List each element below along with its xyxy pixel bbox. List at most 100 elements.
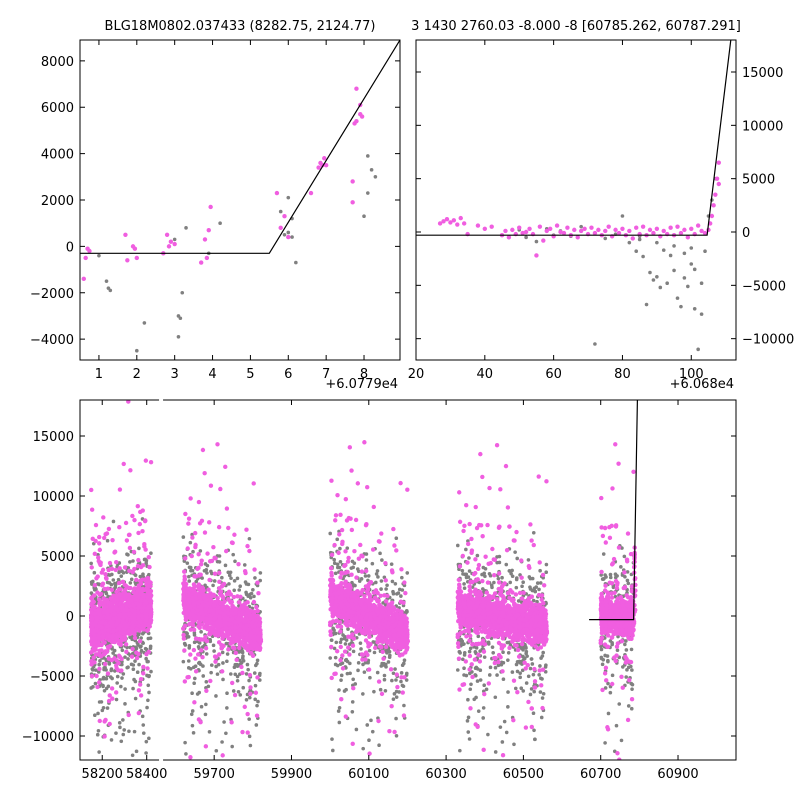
data-point — [97, 592, 103, 597]
x-tick-label: 100 — [679, 367, 704, 382]
data-point — [119, 668, 124, 673]
data-point — [244, 672, 249, 676]
data-point — [106, 286, 111, 290]
data-point — [172, 241, 177, 247]
data-point — [96, 639, 101, 645]
data-point — [699, 312, 704, 316]
data-point — [393, 667, 397, 671]
data-point — [253, 683, 258, 688]
data-point — [117, 654, 123, 660]
data-point — [630, 236, 635, 241]
data-point — [364, 558, 369, 562]
data-point — [147, 624, 152, 629]
data-point — [579, 224, 583, 229]
data-point — [689, 226, 694, 231]
data-point — [186, 659, 191, 663]
data-point — [127, 729, 131, 734]
data-point — [658, 285, 663, 290]
data-point — [647, 227, 653, 233]
data-point — [526, 674, 531, 679]
data-point — [132, 517, 137, 523]
data-point — [92, 570, 97, 575]
data-point — [561, 230, 567, 236]
data-point — [507, 569, 512, 573]
data-point — [490, 645, 495, 649]
x-tick-label: 8 — [360, 367, 368, 382]
data-point — [186, 635, 191, 639]
data-point — [624, 639, 628, 643]
data-point — [204, 680, 209, 684]
data-point — [530, 662, 535, 666]
data-point — [96, 651, 102, 656]
data-point — [519, 686, 524, 690]
data-point — [121, 672, 126, 676]
plot-area — [80, 40, 400, 353]
data-point — [497, 560, 502, 565]
data-point — [136, 710, 142, 716]
data-point — [329, 638, 334, 642]
data-point — [114, 593, 119, 598]
data-point — [105, 538, 110, 543]
data-point — [538, 664, 542, 668]
data-point — [214, 694, 218, 698]
data-point — [121, 461, 126, 467]
data-point — [506, 235, 512, 240]
data-point — [102, 535, 107, 541]
data-point — [376, 575, 380, 579]
data-point — [141, 572, 145, 576]
data-point — [195, 692, 200, 696]
data-point — [544, 228, 549, 234]
data-point — [487, 673, 492, 677]
data-point — [146, 604, 152, 609]
data-point — [678, 230, 684, 236]
data-point — [582, 226, 587, 231]
data-point — [672, 268, 676, 273]
data-point — [617, 702, 622, 706]
data-point — [345, 546, 350, 550]
data-point — [533, 737, 537, 742]
data-point — [212, 649, 216, 653]
data-point — [458, 215, 463, 221]
data-point — [482, 683, 487, 688]
data-point — [258, 578, 263, 583]
data-point — [215, 559, 220, 564]
x-offset-label: +6.068e4 — [670, 377, 734, 392]
data-point — [123, 687, 127, 691]
data-point — [539, 676, 543, 681]
data-point — [400, 575, 404, 580]
data-point — [367, 648, 372, 653]
data-point — [145, 673, 149, 678]
data-point — [354, 727, 359, 732]
data-point — [606, 659, 610, 664]
y-tick-label: −4000 — [30, 333, 74, 348]
data-point — [178, 316, 183, 321]
data-point — [116, 618, 122, 623]
data-point — [394, 536, 399, 541]
data-point — [278, 225, 283, 231]
data-point — [481, 716, 486, 720]
data-point — [328, 656, 333, 660]
data-point — [136, 688, 142, 693]
data-point — [97, 601, 102, 606]
data-point — [363, 660, 368, 665]
data-point — [696, 347, 700, 352]
x-offset-label: +6.0779e4 — [325, 377, 398, 392]
data-point — [380, 661, 384, 666]
data-point — [91, 646, 96, 652]
data-point — [368, 675, 372, 680]
data-point — [222, 720, 226, 724]
data-point — [134, 577, 139, 583]
data-point — [137, 521, 143, 527]
data-point — [135, 601, 141, 606]
data-point — [692, 307, 697, 311]
data-point — [146, 555, 151, 560]
data-point — [181, 535, 186, 539]
data-point — [89, 662, 94, 667]
data-point — [108, 675, 113, 679]
data-point — [127, 599, 132, 604]
data-point — [130, 609, 136, 614]
data-point — [119, 597, 124, 603]
data-point — [211, 643, 216, 648]
data-point — [250, 653, 256, 658]
data-point — [172, 237, 177, 242]
